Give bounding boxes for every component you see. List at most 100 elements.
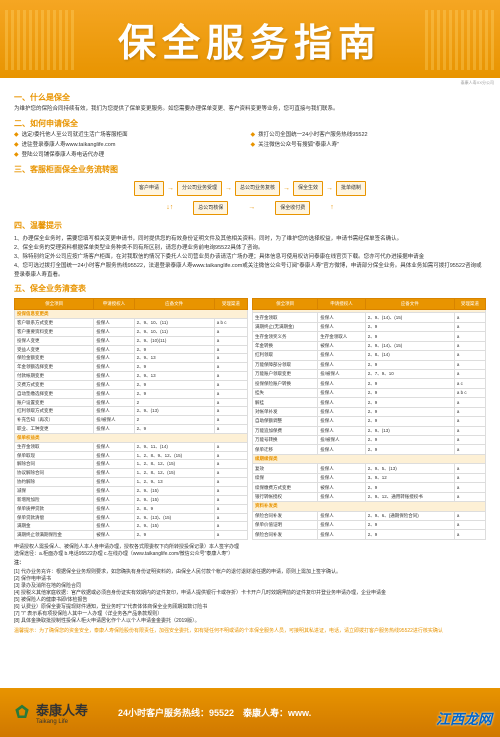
- cell: 万能追加保费: [253, 426, 318, 435]
- cell: 2、9: [134, 380, 214, 389]
- tables-wrap: 保全项目 申请授权人 应备文件 受理渠道 投保信息变更类客户联系方式变更投保人2…: [14, 298, 486, 540]
- table-row: 保单迁移投保人2、9a: [253, 445, 486, 454]
- cell: 投保人: [318, 445, 365, 454]
- table-row: 红利领取投保人2、8、(14)a: [253, 351, 486, 360]
- flow-box: 批单缮制: [336, 181, 366, 196]
- table-row: 年金转换被保人2、9、(14)、(15)a: [253, 341, 486, 350]
- arrow-icon: →: [225, 184, 232, 193]
- table-row: 续期续保类: [253, 454, 486, 463]
- cell: 投保人: [94, 469, 134, 478]
- cell: 1、2、8、9、12、(15): [134, 451, 214, 460]
- cell: 复效: [253, 464, 318, 473]
- table-row: 解挂投保人2、9a: [253, 398, 486, 407]
- bullet-icon: ◆: [251, 142, 256, 150]
- cell: 投保人: [318, 530, 365, 540]
- bullet-icon: ◆: [251, 132, 256, 140]
- cell: a: [214, 522, 247, 531]
- channel-item: ◆关注微信公众号有搜狐"泰康人寿": [251, 142, 478, 150]
- service-table-right: 保全项目 申请授权人 应备文件 受理渠道 生存金领取投保人2、9、(14)、(1…: [252, 298, 486, 540]
- section3-title: 三、客服柜面保全业务流转图: [14, 165, 486, 175]
- table-row: 补充告知（再次）投/被保人2a: [15, 416, 248, 425]
- cell: 满期终止领满期保险金: [15, 531, 94, 540]
- category-cell: 保单权益类: [15, 433, 248, 442]
- cell: a: [454, 313, 485, 322]
- category-cell: 续期续保类: [253, 454, 486, 463]
- channel-item: ◆登陆公司铺保泰康人寿电话代办理: [14, 152, 241, 160]
- th: 保全项目: [253, 299, 318, 310]
- cell: 投保人: [318, 360, 365, 369]
- cell: a: [454, 492, 485, 501]
- cell: 投保人: [94, 478, 134, 487]
- cell: 投保人: [94, 318, 134, 327]
- table-row: 满期终止领满期保险金被保人2、9a: [15, 531, 248, 540]
- table-row: 挂失投保人2、9a b c: [253, 388, 486, 397]
- cell: a: [214, 531, 247, 540]
- cell: a: [214, 372, 247, 381]
- cell: a: [454, 483, 485, 492]
- note-item: [7] "/" 表示系有项授保险人其中一人办理（详业务各产品条款规则）: [14, 611, 486, 618]
- cell: 保险金额变更: [15, 354, 94, 363]
- cell: 2、9: [134, 425, 214, 434]
- table-row: 投保人变更投保人2、9、(10)(11)a: [15, 336, 248, 345]
- cell: a: [454, 398, 485, 407]
- cell: a: [454, 351, 485, 360]
- cell: 2、9、(15): [134, 487, 214, 496]
- section1-text: 为维护您的保险合同持续有效，我们为您提供了保单变更服务。如您需要办理保单变更、客…: [14, 106, 486, 114]
- cell: 2、9: [365, 407, 454, 416]
- tip-item: 4、您可选过拨打全国统一24小时客户服务热线95522，法退登录泰康人寿www.…: [14, 262, 486, 279]
- cell: 保险合同补发: [253, 530, 318, 540]
- cell: a: [214, 336, 247, 345]
- th: 保全项目: [15, 299, 94, 310]
- table-row: 生存金领取投保人2、9、11、(14)a: [15, 442, 248, 451]
- logo-text-cn: 泰康人寿: [36, 700, 88, 719]
- cell: 投保人变更: [15, 336, 94, 345]
- cell: 保单质押贷款: [15, 504, 94, 513]
- cell: 投保人: [94, 522, 134, 531]
- cell: 2、9、(15): [134, 522, 214, 531]
- cell: a: [214, 398, 247, 407]
- cell: 投保人: [318, 351, 365, 360]
- cell: 账户设置变更: [15, 398, 94, 407]
- cell: 投保人: [318, 426, 365, 435]
- cell: 投保人: [94, 513, 134, 522]
- cell: 保险合同补发: [253, 511, 318, 520]
- cell: 2、8、(14): [365, 351, 454, 360]
- table-row: 解除合同投保人1、2、8、12、(15)a: [15, 460, 248, 469]
- cell: 2、9: [365, 445, 454, 454]
- flow-box: 总公司核保: [193, 201, 228, 216]
- cell: a: [454, 407, 485, 416]
- cell: a: [214, 504, 247, 513]
- table-row: 自动垫缴选择变更投保人2、9a: [15, 389, 248, 398]
- cell: 投保人: [94, 407, 134, 416]
- cell: 满期金: [15, 522, 94, 531]
- cell: a: [454, 332, 485, 341]
- cell: 2、9、12、通用转账授权书: [365, 492, 454, 501]
- channels-list: ◆选定/委托他人至公司就近生活广场客服柜面 ◆拨打公司全国统一24小时客户服务热…: [14, 132, 486, 159]
- taikang-logo-icon: [12, 703, 32, 723]
- cell: a: [454, 473, 485, 482]
- cell: 红利领取方式变更: [15, 407, 94, 416]
- cell: 投保人: [94, 398, 134, 407]
- th: 应备文件: [134, 299, 214, 310]
- cell: 保单贷款清偿: [15, 513, 94, 522]
- cell: 2、9、(13): [134, 407, 214, 416]
- cell: 投保人: [318, 473, 365, 482]
- cell: a: [454, 322, 485, 331]
- logo-text-en: Taikang Life: [36, 719, 88, 725]
- channel-text: 关注微信公众号有搜狐"泰康人寿": [258, 142, 339, 149]
- cell: a: [214, 327, 247, 336]
- cell: 2、9: [365, 332, 454, 341]
- table-row: 万能保障部分领取投保人2、9a: [253, 360, 486, 369]
- cell: a: [454, 445, 485, 454]
- cell: 红利领取: [253, 351, 318, 360]
- cell: 投/被保人: [94, 416, 134, 425]
- footer-note: 温馨提示：为了确保您的资金安全，泰康人寿保险股份有限责任，加强安全委托，如有疑任…: [14, 628, 486, 635]
- main-title: 保全服务指南: [118, 12, 382, 67]
- cell: 投保人: [318, 388, 365, 397]
- table-row: 年金领额选择变更投保人2、9a: [15, 363, 248, 372]
- cell: a b c: [214, 318, 247, 327]
- section1-title: 一、什么是保全: [14, 93, 486, 103]
- cell: 投保人: [94, 327, 134, 336]
- bullet-icon: ◆: [14, 152, 19, 160]
- cell: 2、9: [365, 388, 454, 397]
